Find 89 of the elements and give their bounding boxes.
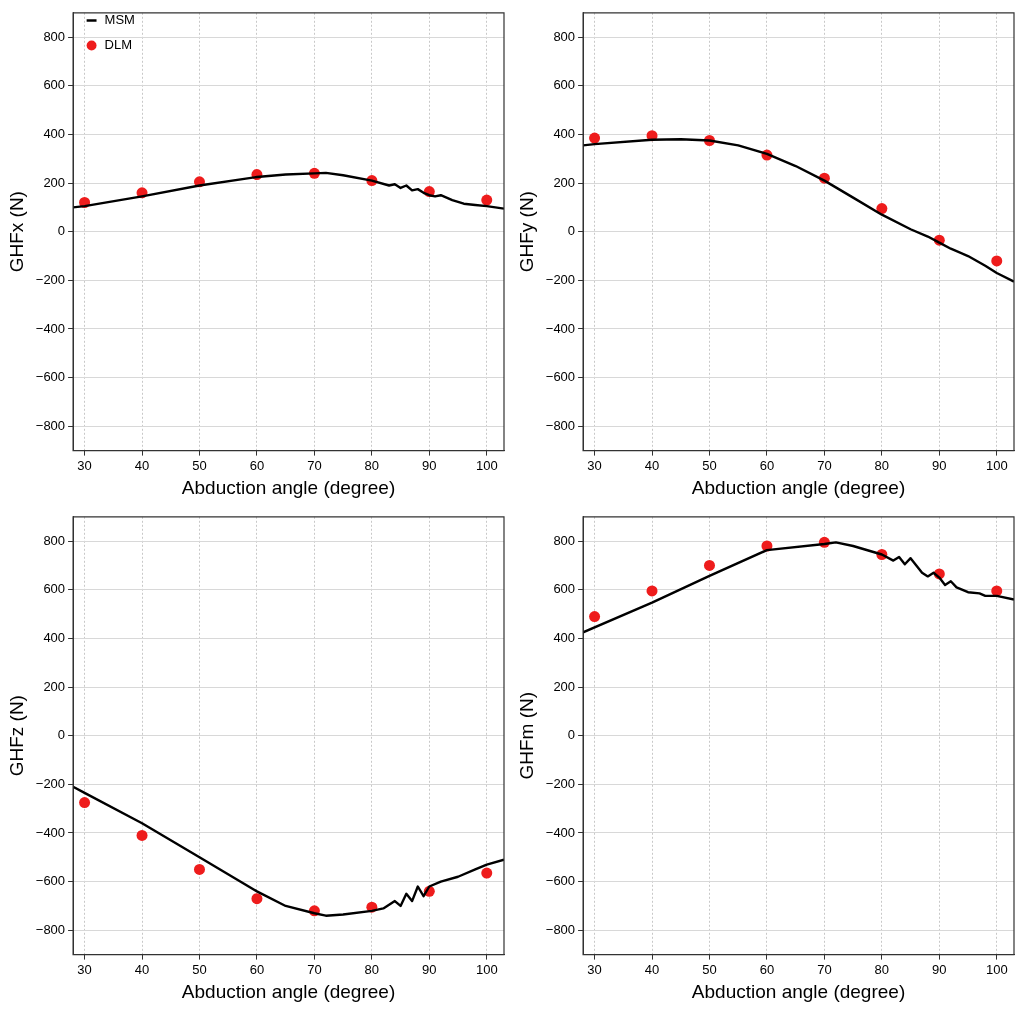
y-tick-label: 600 bbox=[553, 581, 576, 597]
point bbox=[481, 194, 493, 206]
x-tick-label: 60 bbox=[759, 457, 775, 473]
y-tick-label: 0 bbox=[57, 727, 66, 743]
point bbox=[79, 797, 91, 809]
x-tick-label: 30 bbox=[587, 457, 602, 473]
y-tick-label: −600 bbox=[545, 873, 576, 889]
y-tick-label: −800 bbox=[545, 921, 576, 937]
y-tick-label: −200 bbox=[35, 271, 66, 287]
y-tick-label: −600 bbox=[35, 873, 66, 889]
y-tick-label: −400 bbox=[545, 320, 576, 336]
point bbox=[251, 893, 263, 905]
y-tick-label: 400 bbox=[43, 629, 66, 645]
y-tick-label: 200 bbox=[43, 174, 66, 190]
x-axis-title: Abduction angle (degree) bbox=[181, 980, 396, 1002]
y-tick-label: 800 bbox=[43, 532, 66, 548]
x-tick-label: 40 bbox=[134, 457, 150, 473]
point bbox=[589, 132, 601, 144]
y-tick-label: 600 bbox=[43, 77, 66, 93]
y-tick-label: 600 bbox=[553, 77, 576, 93]
y-tick-label: −400 bbox=[35, 320, 66, 336]
x-tick-label: 100 bbox=[475, 961, 498, 977]
x-tick-label: 70 bbox=[817, 457, 832, 473]
x-tick-label: 100 bbox=[985, 961, 1008, 977]
y-tick-label: −200 bbox=[35, 775, 66, 791]
x-tick-label: 90 bbox=[422, 457, 437, 473]
x-axis-title: Abduction angle (degree) bbox=[691, 980, 906, 1002]
x-tick-label: 50 bbox=[702, 961, 717, 977]
x-tick-label: 70 bbox=[307, 961, 322, 977]
x-axis-title: Abduction angle (degree) bbox=[181, 476, 396, 498]
y-tick-label: −400 bbox=[545, 824, 576, 840]
x-tick-label: 70 bbox=[307, 457, 322, 473]
y-tick-label: −200 bbox=[545, 775, 576, 791]
y-axis-title: GHFy (N) bbox=[515, 191, 537, 273]
legend-label: DLM bbox=[104, 37, 133, 53]
y-axis-title: GHFx (N) bbox=[5, 191, 27, 273]
point bbox=[589, 611, 601, 623]
y-tick-label: 200 bbox=[553, 174, 576, 190]
x-tick-label: 80 bbox=[364, 457, 380, 473]
point bbox=[703, 559, 715, 571]
x-tick-label: 80 bbox=[874, 961, 890, 977]
x-tick-label: 90 bbox=[932, 961, 947, 977]
x-tick-label: 50 bbox=[192, 961, 207, 977]
legend-label: MSM bbox=[104, 12, 135, 28]
x-tick-label: 100 bbox=[985, 457, 1008, 473]
y-tick-label: 200 bbox=[43, 678, 66, 694]
y-tick-label: 0 bbox=[567, 727, 576, 743]
point bbox=[646, 585, 658, 597]
y-tick-label: 0 bbox=[567, 223, 576, 239]
y-tick-label: 600 bbox=[43, 581, 66, 597]
point bbox=[193, 863, 205, 875]
y-tick-label: −600 bbox=[35, 369, 66, 385]
y-tick-label: 400 bbox=[553, 125, 576, 141]
y-axis-title: GHFm (N) bbox=[515, 691, 537, 780]
x-axis-title: Abduction angle (degree) bbox=[691, 476, 906, 498]
y-tick-label: −400 bbox=[35, 824, 66, 840]
x-tick-label: 30 bbox=[77, 457, 92, 473]
x-tick-label: 60 bbox=[249, 961, 265, 977]
y-tick-label: −800 bbox=[545, 417, 576, 433]
y-tick-label: 800 bbox=[43, 28, 66, 44]
y-tick-label: −800 bbox=[35, 921, 66, 937]
x-tick-label: 30 bbox=[77, 961, 92, 977]
x-tick-label: 60 bbox=[759, 961, 775, 977]
x-tick-label: 70 bbox=[817, 961, 832, 977]
x-tick-label: 80 bbox=[364, 961, 380, 977]
y-tick-label: 0 bbox=[57, 223, 66, 239]
y-tick-label: 400 bbox=[43, 125, 66, 141]
x-tick-label: 100 bbox=[475, 457, 498, 473]
y-tick-label: −800 bbox=[35, 417, 66, 433]
x-tick-label: 80 bbox=[874, 457, 890, 473]
point bbox=[991, 255, 1003, 267]
x-tick-label: 40 bbox=[644, 961, 660, 977]
x-tick-label: 90 bbox=[422, 961, 437, 977]
x-tick-label: 50 bbox=[192, 457, 207, 473]
y-tick-label: −200 bbox=[545, 271, 576, 287]
point bbox=[481, 867, 493, 879]
x-tick-label: 50 bbox=[702, 457, 717, 473]
y-tick-label: 800 bbox=[553, 532, 576, 548]
y-tick-label: 800 bbox=[553, 28, 576, 44]
x-tick-label: 40 bbox=[134, 961, 150, 977]
x-tick-label: 90 bbox=[932, 457, 947, 473]
y-axis-title: GHFz (N) bbox=[5, 695, 27, 777]
y-tick-label: −600 bbox=[545, 369, 576, 385]
x-tick-label: 60 bbox=[249, 457, 265, 473]
y-tick-label: 400 bbox=[553, 629, 576, 645]
x-tick-label: 40 bbox=[644, 457, 660, 473]
x-tick-label: 30 bbox=[587, 961, 602, 977]
y-tick-label: 200 bbox=[553, 678, 576, 694]
point bbox=[136, 829, 148, 841]
